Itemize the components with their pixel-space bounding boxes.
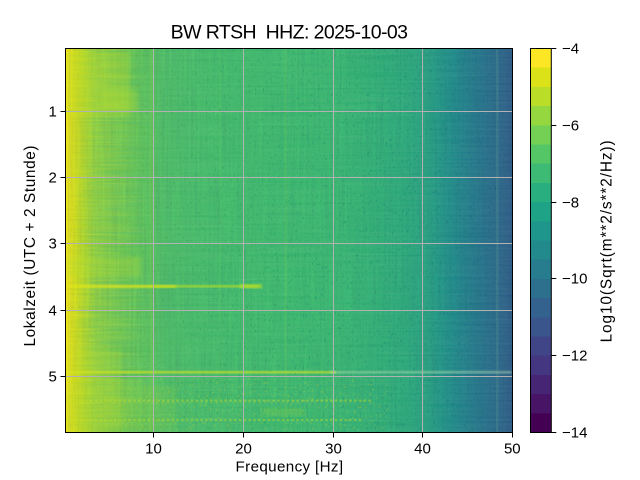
svg-text:10: 10 <box>145 441 162 458</box>
svg-text:50: 50 <box>504 441 521 458</box>
svg-text:−14: −14 <box>562 425 587 442</box>
svg-text:Log10(Sqrt(m**2/s**2/Hz)): Log10(Sqrt(m**2/s**2/Hz)) <box>598 139 615 342</box>
svg-text:−6: −6 <box>562 118 579 135</box>
svg-text:4: 4 <box>48 303 56 320</box>
svg-text:BW RTSH HHZ: 2025-10-03: BW RTSH HHZ: 2025-10-03 <box>171 21 408 43</box>
svg-text:5: 5 <box>48 369 56 386</box>
svg-text:Frequency [Hz]: Frequency [Hz] <box>236 458 344 475</box>
svg-text:−8: −8 <box>562 195 579 212</box>
svg-text:20: 20 <box>235 441 252 458</box>
svg-text:2: 2 <box>48 170 56 187</box>
svg-text:40: 40 <box>414 441 431 458</box>
svg-text:3: 3 <box>48 236 56 253</box>
svg-text:30: 30 <box>325 441 342 458</box>
svg-text:1: 1 <box>48 104 56 121</box>
svg-text:Lokalzeit (UTC + 2 Stunde): Lokalzeit (UTC + 2 Stunde) <box>22 145 39 347</box>
svg-text:−12: −12 <box>562 348 587 365</box>
svg-text:−4: −4 <box>562 41 579 58</box>
svg-text:−10: −10 <box>562 271 587 288</box>
